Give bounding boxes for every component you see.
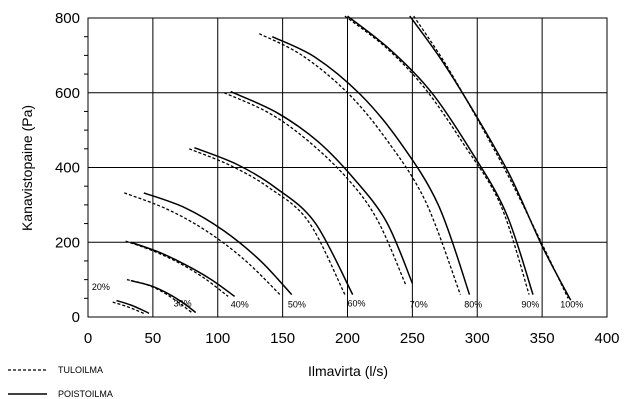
curve-label-70: 70% bbox=[410, 300, 428, 310]
x-tick-label: 300 bbox=[465, 330, 490, 347]
tuloilma-curve-20 bbox=[112, 301, 146, 315]
x-tick-label: 350 bbox=[530, 330, 555, 347]
poistoilma-curve-70 bbox=[230, 90, 414, 284]
x-tick-label: 50 bbox=[145, 330, 162, 347]
curve-label-90: 90% bbox=[521, 300, 539, 310]
poistoilma-curve-40 bbox=[130, 241, 236, 298]
tuloilma-curve-60 bbox=[188, 148, 346, 295]
y-tick-label: 800 bbox=[55, 10, 80, 27]
tuloilma-curve-100 bbox=[413, 15, 569, 299]
x-tick-label: 100 bbox=[205, 330, 230, 347]
curves bbox=[112, 15, 572, 315]
curve-label-60: 60% bbox=[348, 299, 366, 309]
curve-label-50: 50% bbox=[288, 300, 306, 310]
legend-label-tuloilma: TULOILMA bbox=[58, 365, 103, 375]
poistoilma-curve-80 bbox=[271, 36, 471, 295]
poistoilma-curve-20 bbox=[116, 299, 150, 314]
curve-label-30: 30% bbox=[174, 299, 192, 309]
tuloilma-curve-80 bbox=[259, 33, 462, 295]
x-tick-label: 150 bbox=[270, 330, 295, 347]
grid bbox=[84, 17, 608, 318]
curve-label-80: 80% bbox=[464, 300, 482, 310]
poistoilma-curve-60 bbox=[194, 147, 354, 295]
curve-labels: 20% 30% 40% 50% 60% 70% 80% 90% 100% bbox=[92, 282, 583, 310]
y-tick-label: 400 bbox=[55, 160, 80, 177]
tuloilma-curve-50 bbox=[124, 192, 281, 296]
x-tick-label: 400 bbox=[594, 330, 619, 347]
x-tick-label: 0 bbox=[84, 330, 92, 347]
tuloilma-curve-70 bbox=[223, 92, 407, 286]
poistoilma-curve-100 bbox=[409, 15, 572, 301]
tuloilma-curve-90 bbox=[344, 15, 530, 295]
curve-label-40: 40% bbox=[231, 300, 249, 310]
y-tick-label: 0 bbox=[72, 309, 80, 326]
tick-labels: 0 50 100 150 200 250 300 350 400 0 200 400 600 800 bbox=[55, 10, 620, 347]
x-tick-label: 200 bbox=[335, 330, 360, 347]
poistoilma-curve-30 bbox=[130, 279, 197, 314]
y-tick-label: 600 bbox=[55, 85, 80, 102]
y-tick-label: 200 bbox=[55, 234, 80, 251]
y-axis-title: Kanavistopaine (Pa) bbox=[19, 105, 35, 231]
legend-label-poistoilma: POISTOILMA bbox=[58, 389, 113, 399]
curve-label-100: 100% bbox=[560, 300, 583, 310]
tuloilma-curve-30 bbox=[126, 278, 193, 314]
poistoilma-curve-50 bbox=[143, 192, 293, 296]
poistoilma-curve-90 bbox=[347, 15, 534, 295]
x-tick-label: 250 bbox=[400, 330, 425, 347]
tuloilma-curve-40 bbox=[125, 240, 229, 297]
legend: TULOILMA POISTOILMA bbox=[8, 365, 113, 399]
x-axis-title: Ilmavirta (l/s) bbox=[308, 363, 388, 379]
curve-label-20: 20% bbox=[92, 282, 110, 292]
